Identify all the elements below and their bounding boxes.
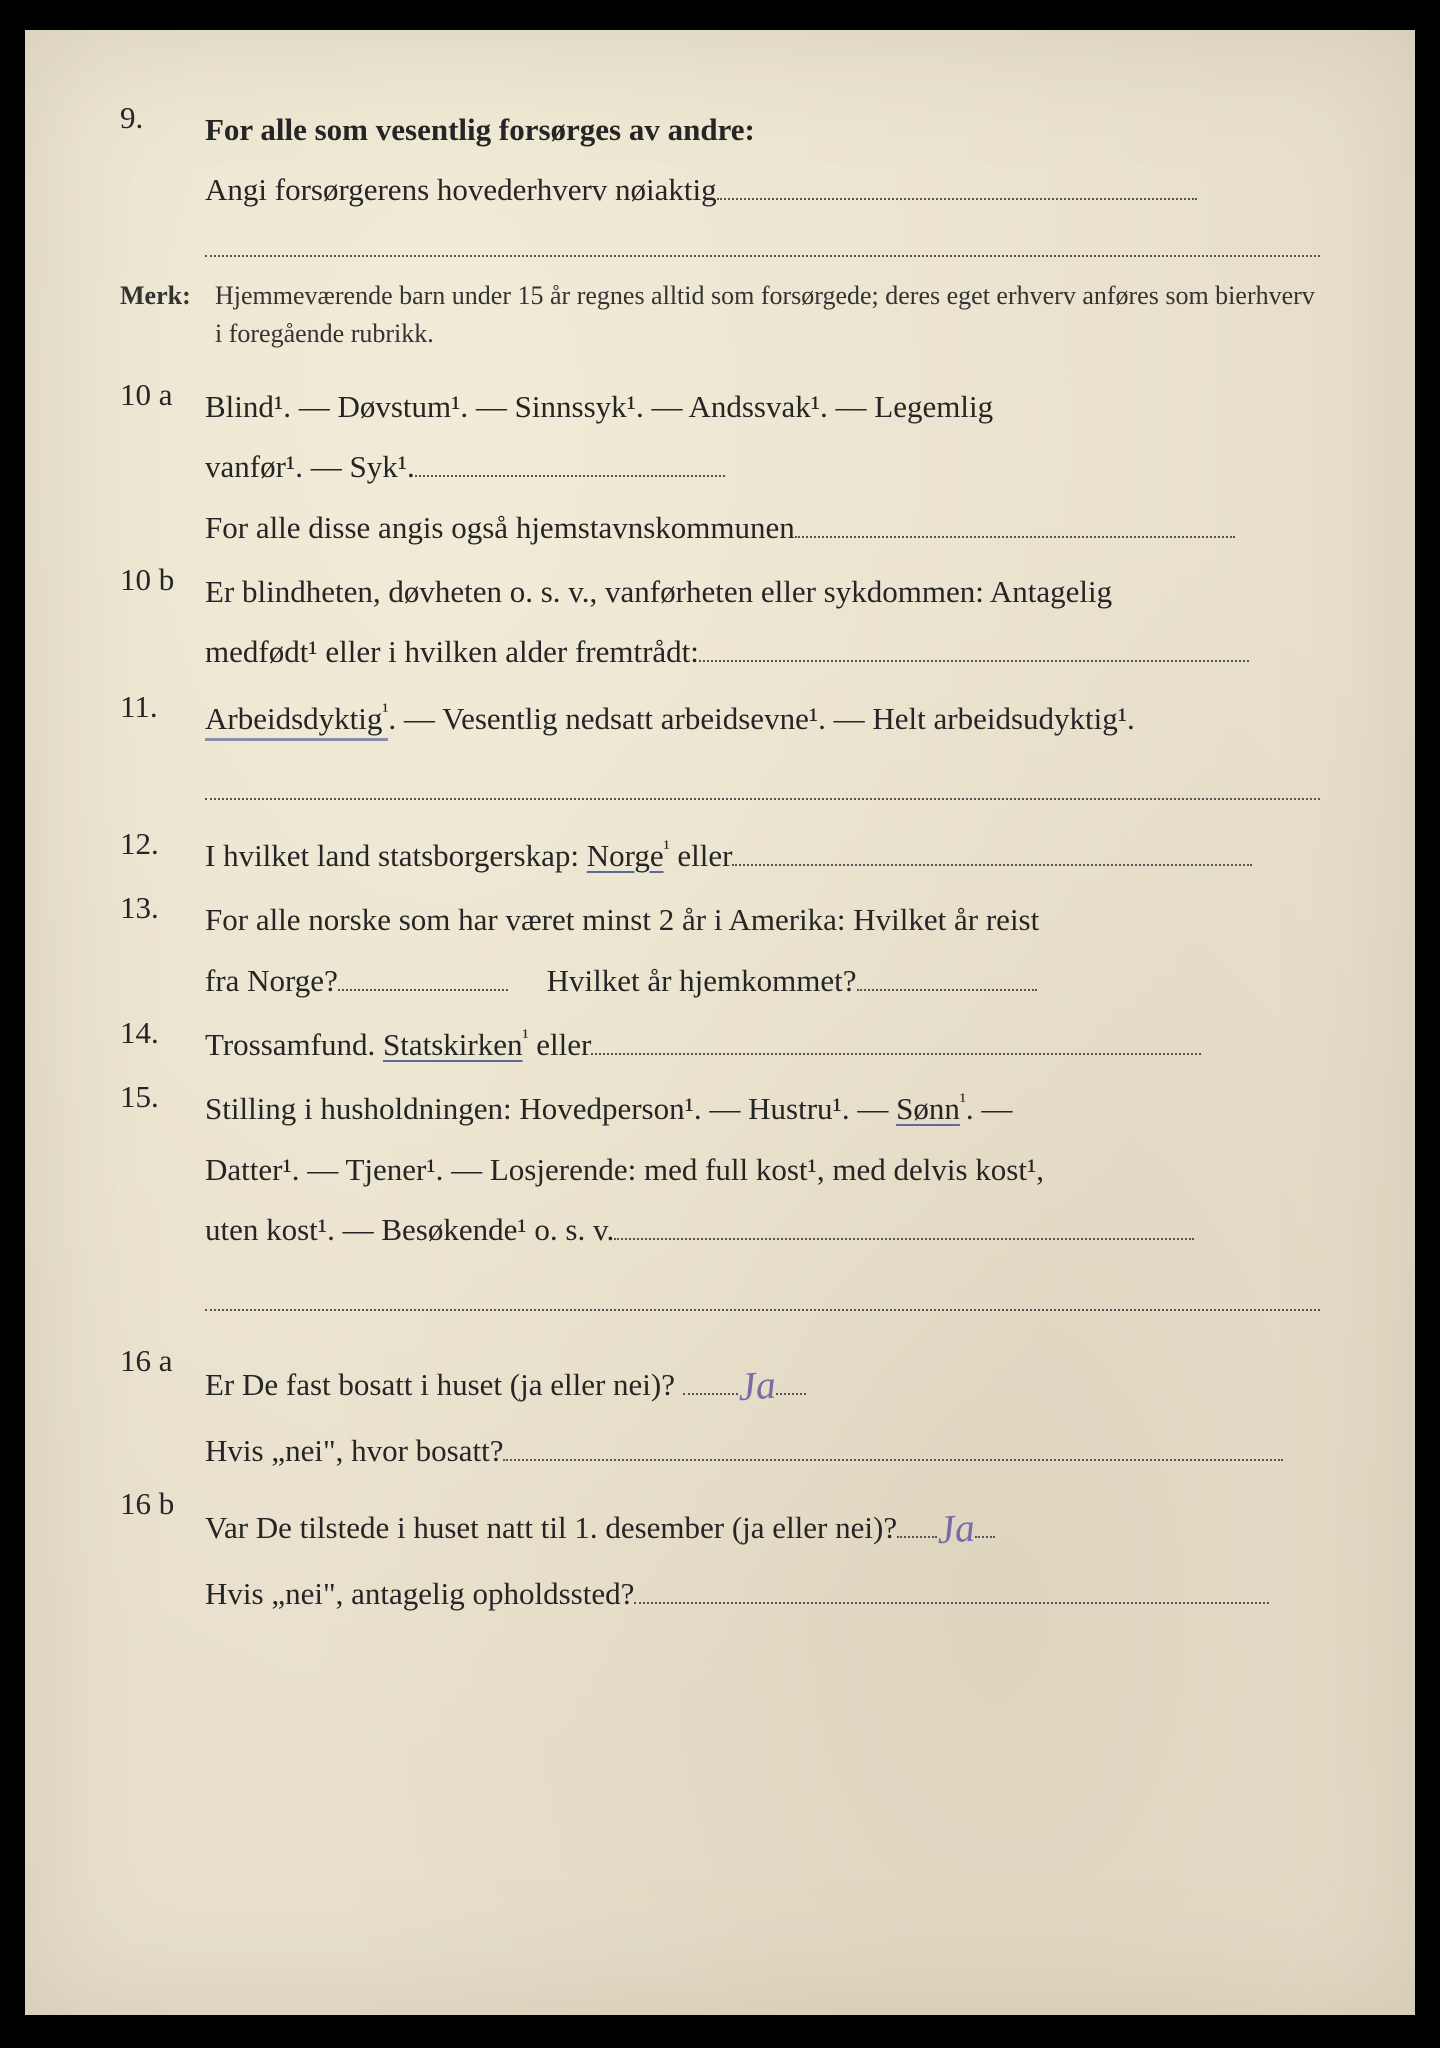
q11-opt1: Arbeidsdyktig¹ bbox=[205, 701, 388, 741]
q10a-line: For alle disse angis også hjemstavnskomm… bbox=[205, 510, 795, 545]
q16a-number: 16 a bbox=[120, 1343, 205, 1379]
q12: 12. I hvilket land statsborgerskap: Norg… bbox=[120, 826, 1320, 886]
q14-body: Trossamfund. Statskirken¹ eller bbox=[205, 1015, 1320, 1075]
q15-line3: uten kost¹. — Besøkende¹ o. s. v. bbox=[205, 1212, 614, 1247]
q13-line1: For alle norske som har været minst 2 år… bbox=[205, 902, 1039, 937]
q10a-body: Blind¹. — Døvstum¹. — Sinnssyk¹. — Andss… bbox=[205, 377, 1320, 558]
blank-line bbox=[614, 1210, 1194, 1240]
q14: 14. Trossamfund. Statskirken¹ eller bbox=[120, 1015, 1320, 1075]
q14-text-b: eller bbox=[529, 1027, 592, 1062]
blank-line bbox=[975, 1508, 995, 1538]
q14-stats-text: Statskirken bbox=[383, 1027, 523, 1062]
q13: 13. For alle norske som har været minst … bbox=[120, 890, 1320, 1011]
q11: 11. Arbeidsdyktig¹. — Vesentlig nedsatt … bbox=[120, 689, 1320, 749]
q16a-line1a: Er De fast bosatt i huset (ja eller nei)… bbox=[205, 1367, 683, 1402]
merk-label: Merk: bbox=[120, 277, 215, 352]
handwritten-ja: Ja bbox=[934, 1488, 977, 1568]
q15-body: Stilling i husholdningen: Hovedperson¹. … bbox=[205, 1079, 1320, 1260]
q15-line1a: Stilling i husholdningen: Hovedperson¹. … bbox=[205, 1091, 896, 1126]
q13-line2a: fra Norge? bbox=[205, 963, 338, 998]
q10b-body: Er blindheten, døvheten o. s. v., vanfør… bbox=[205, 562, 1320, 683]
q12-text-b: eller bbox=[670, 838, 733, 873]
q16b-body: Var De tilstede i huset natt til 1. dese… bbox=[205, 1486, 1320, 1624]
q12-norge-text: Norge bbox=[587, 838, 664, 873]
q12-number: 12. bbox=[120, 826, 205, 862]
q15-sonn-text: Sønn bbox=[896, 1091, 960, 1126]
q10a-number: 10 a bbox=[120, 377, 205, 413]
blank-line bbox=[795, 508, 1235, 538]
q10a-opts: Blind¹. — Døvstum¹. — Sinnssyk¹. — Andss… bbox=[205, 389, 993, 424]
q16a-line2a: Hvis „nei", hvor bosatt? bbox=[205, 1433, 503, 1468]
q15-number: 15. bbox=[120, 1079, 205, 1115]
q13-number: 13. bbox=[120, 890, 205, 926]
blank-line bbox=[683, 1365, 738, 1395]
q9-heading: For alle som vesentlig forsørges av andr… bbox=[205, 112, 755, 147]
q13-body: For alle norske som har været minst 2 år… bbox=[205, 890, 1320, 1011]
q16a: 16 a Er De fast bosatt i huset (ja eller… bbox=[120, 1343, 1320, 1481]
q16b-number: 16 b bbox=[120, 1486, 205, 1522]
q11-body: Arbeidsdyktig¹. — Vesentlig nedsatt arbe… bbox=[205, 689, 1320, 749]
document-page: 9. For alle som vesentlig forsørges av a… bbox=[25, 30, 1415, 2015]
q14-stats: Statskirken bbox=[383, 1027, 523, 1062]
blank-line bbox=[897, 1508, 937, 1538]
blank-line bbox=[415, 447, 725, 477]
blank-line bbox=[205, 767, 1320, 799]
q10a-opts2: vanfør¹. — Syk¹. bbox=[205, 449, 415, 484]
q10b-text2: medfødt¹ eller i hvilken alder fremtrådt… bbox=[205, 634, 699, 669]
q9-number: 9. bbox=[120, 100, 205, 136]
q9-body: For alle som vesentlig forsørges av andr… bbox=[205, 100, 1320, 221]
blank-line bbox=[591, 1025, 1201, 1055]
merk-note: Merk: Hjemmeværende barn under 15 år reg… bbox=[120, 277, 1320, 352]
q14-number: 14. bbox=[120, 1015, 205, 1051]
q15-sonn: Sønn bbox=[896, 1091, 960, 1126]
handwritten-ja: Ja bbox=[735, 1346, 778, 1426]
q16b-line1a: Var De tilstede i huset natt til 1. dese… bbox=[205, 1510, 897, 1545]
blank-line bbox=[634, 1574, 1269, 1604]
q13-line2b: Hvilket år hjemkommet? bbox=[547, 963, 857, 998]
blank-line bbox=[732, 836, 1252, 866]
merk-text: Hjemmeværende barn under 15 år regnes al… bbox=[215, 277, 1320, 352]
q14-text-a: Trossamfund. bbox=[205, 1027, 383, 1062]
blank-line bbox=[205, 1279, 1320, 1311]
q16b-line2a: Hvis „nei", antagelig opholdssted? bbox=[205, 1576, 634, 1611]
q9-line2: Angi forsørgerens hovederhverv nøiaktig bbox=[205, 172, 717, 207]
q15-line2: Datter¹. — Tjener¹. — Losjerende: med fu… bbox=[205, 1152, 1044, 1187]
q10b-text1: Er blindheten, døvheten o. s. v., vanfør… bbox=[205, 574, 1112, 609]
q15-line1b: . — bbox=[966, 1091, 1013, 1126]
q10b-number: 10 b bbox=[120, 562, 205, 598]
q15: 15. Stilling i husholdningen: Hovedperso… bbox=[120, 1079, 1320, 1260]
q16b: 16 b Var De tilstede i huset natt til 1.… bbox=[120, 1486, 1320, 1624]
blank-line bbox=[776, 1365, 806, 1395]
blank-line bbox=[338, 961, 508, 991]
q11-number: 11. bbox=[120, 689, 205, 725]
q11-opt1-text: Arbeidsdyktig bbox=[205, 701, 382, 736]
blank-line bbox=[699, 633, 1249, 663]
q12-body: I hvilket land statsborgerskap: Norge¹ e… bbox=[205, 826, 1320, 886]
q11-mid: . — Vesentlig nedsatt arbeidsevne¹. — He… bbox=[388, 701, 1134, 736]
q10a: 10 a Blind¹. — Døvstum¹. — Sinnssyk¹. — … bbox=[120, 377, 1320, 558]
q12-text-a: I hvilket land statsborgerskap: bbox=[205, 838, 587, 873]
blank-line bbox=[717, 171, 1197, 201]
blank-line bbox=[205, 225, 1320, 257]
q12-norge: Norge bbox=[587, 838, 664, 873]
blank-line bbox=[503, 1431, 1283, 1461]
blank-line bbox=[857, 961, 1037, 991]
q9: 9. For alle som vesentlig forsørges av a… bbox=[120, 100, 1320, 221]
q10b: 10 b Er blindheten, døvheten o. s. v., v… bbox=[120, 562, 1320, 683]
q16a-body: Er De fast bosatt i huset (ja eller nei)… bbox=[205, 1343, 1320, 1481]
